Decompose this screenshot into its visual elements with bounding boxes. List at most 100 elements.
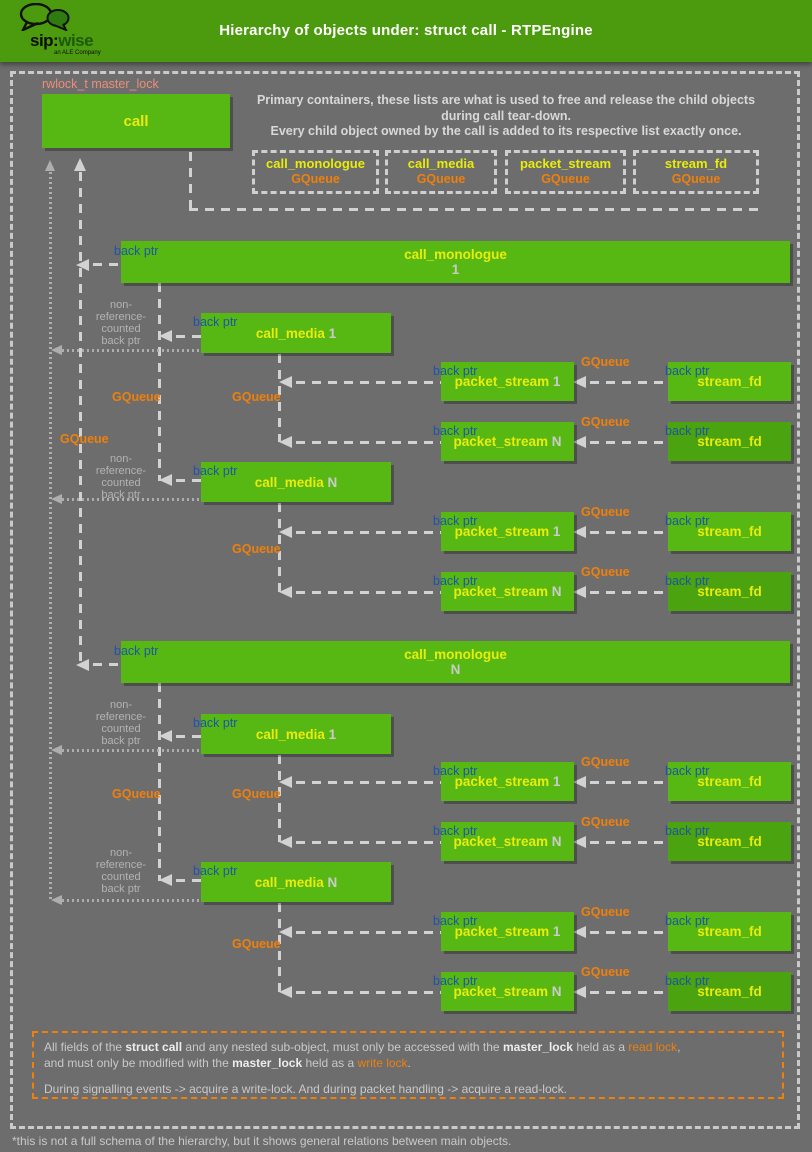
backptr-line xyxy=(296,381,441,384)
node-stream-fd: stream_fd xyxy=(668,362,791,401)
node-packet-stream: packet_stream N xyxy=(441,422,574,461)
backptr-label: back ptr xyxy=(665,424,710,438)
arrow-left-icon xyxy=(573,986,586,998)
node-stream-fd: stream_fd xyxy=(668,572,791,611)
backptr-label: back ptr xyxy=(433,764,478,778)
node-stream-fd: stream_fd xyxy=(668,762,791,801)
node-packet-stream: packet_stream 1 xyxy=(441,912,574,951)
arrow-left-icon xyxy=(51,895,62,905)
gqueue-label: GQueue xyxy=(60,432,109,446)
note-line-3: During signalling events -> acquire a wr… xyxy=(44,1082,567,1097)
arrow-left-icon xyxy=(159,730,172,742)
gqueue-line xyxy=(590,841,668,844)
backptr-label: back ptr xyxy=(433,424,478,438)
intro-text: Primary containers, these lists are what… xyxy=(256,93,756,139)
node-packet-stream: packet_stream 1 xyxy=(441,762,574,801)
gqueue-label: GQueue xyxy=(581,415,630,429)
sipwise-logo: sip:wise an ALE Company xyxy=(14,2,144,61)
gqueue-label: GQueue xyxy=(581,565,630,579)
node-packet-stream: packet_stream 1 xyxy=(441,512,574,551)
backptr-line xyxy=(176,479,201,482)
backptr-line xyxy=(93,263,121,266)
node-stream-fd: stream_fd xyxy=(668,912,791,951)
gqueue-line xyxy=(158,683,161,881)
node-call-media-1: call_media 1 xyxy=(201,714,391,754)
backptr-label: back ptr xyxy=(433,364,478,378)
arrow-left-icon xyxy=(159,874,172,886)
arrow-left-icon xyxy=(573,926,586,938)
backptr-line xyxy=(176,335,201,338)
nonref-line xyxy=(62,899,201,902)
arrow-left-icon xyxy=(51,345,62,355)
gqueue-line xyxy=(278,503,281,592)
container-packet-stream: packet_stream GQueue xyxy=(505,150,626,194)
footnote: *this is not a full schema of the hierar… xyxy=(12,1134,512,1148)
arrow-left-icon xyxy=(279,436,292,448)
gqueue-line xyxy=(590,931,668,934)
backptr-label: back ptr xyxy=(665,764,710,778)
backptr-label: back ptr xyxy=(665,974,710,988)
backptr-line xyxy=(296,531,441,534)
logo-wordmark: sip:wise xyxy=(30,31,94,50)
arrow-left-icon xyxy=(279,376,292,388)
diagram-border xyxy=(10,71,800,1129)
arrow-left-icon xyxy=(279,836,292,848)
node-call-monologue-n: call_monologue N xyxy=(121,641,790,683)
nonref-label: non-reference- counted back ptr xyxy=(95,699,147,748)
node-call-media-n: call_media N xyxy=(201,862,391,902)
nonref-label: non-reference- counted back ptr xyxy=(95,453,147,502)
gqueue-label: GQueue xyxy=(581,815,630,829)
backptr-line xyxy=(93,663,121,666)
node-packet-stream: packet_stream 1 xyxy=(441,362,574,401)
backptr-line xyxy=(176,879,201,882)
gqueue-line xyxy=(590,591,668,594)
logo-tagline: an ALE Company xyxy=(54,50,101,56)
backptr-label: back ptr xyxy=(665,914,710,928)
container-call-monologue: call_monologue GQueue xyxy=(252,150,379,194)
gqueue-label: GQueue xyxy=(232,542,281,556)
node-packet-stream: packet_stream N xyxy=(441,972,574,1011)
backptr-label: back ptr xyxy=(193,864,238,878)
arrow-left-icon xyxy=(159,474,172,486)
node-stream-fd: stream_fd xyxy=(668,422,791,461)
gqueue-line xyxy=(590,441,668,444)
node-stream-fd: stream_fd xyxy=(668,512,791,551)
node-call-monologue-1: call_monologue 1 xyxy=(121,241,790,283)
backptr-label: back ptr xyxy=(665,514,710,528)
gqueue-label: GQueue xyxy=(581,505,630,519)
gqueue-line xyxy=(590,531,668,534)
container-connector-line xyxy=(189,152,192,209)
node-stream-fd: stream_fd xyxy=(668,822,791,861)
container-connector-line xyxy=(189,208,762,211)
arrow-left-icon xyxy=(76,659,89,671)
backptr-line xyxy=(296,931,441,934)
arrow-left-icon xyxy=(573,526,586,538)
arrow-up-icon xyxy=(74,158,86,171)
nonref-line xyxy=(62,749,201,752)
gqueue-line xyxy=(278,903,281,992)
arrow-left-icon xyxy=(573,376,586,388)
nonref-label: non-reference- counted back ptr xyxy=(95,847,147,896)
gqueue-label: GQueue xyxy=(112,787,161,801)
backptr-label: back ptr xyxy=(114,644,159,658)
note-line-2: and must only be modified with the maste… xyxy=(44,1056,411,1071)
locking-note: All fields of the struct call and any ne… xyxy=(32,1031,784,1099)
nonref-label: non-reference- counted back ptr xyxy=(95,299,147,348)
backptr-label: back ptr xyxy=(114,244,159,258)
backptr-label: back ptr xyxy=(193,315,238,329)
gqueue-label: GQueue xyxy=(581,355,630,369)
note-line-1: All fields of the struct call and any ne… xyxy=(44,1040,681,1054)
gqueue-label: GQueue xyxy=(232,937,281,951)
arrow-left-icon xyxy=(279,926,292,938)
backptr-label: back ptr xyxy=(433,824,478,838)
arrow-left-icon xyxy=(573,776,586,788)
gqueue-line xyxy=(590,381,668,384)
header-bar: sip:wise an ALE Company Hierarchy of obj… xyxy=(0,0,812,62)
arrow-left-icon xyxy=(51,494,62,504)
arrow-left-icon xyxy=(573,586,586,598)
container-call-media: call_media GQueue xyxy=(385,150,497,194)
page-title: Hierarchy of objects under: struct call … xyxy=(219,22,593,39)
backptr-line xyxy=(296,841,441,844)
arrow-left-icon xyxy=(573,836,586,848)
